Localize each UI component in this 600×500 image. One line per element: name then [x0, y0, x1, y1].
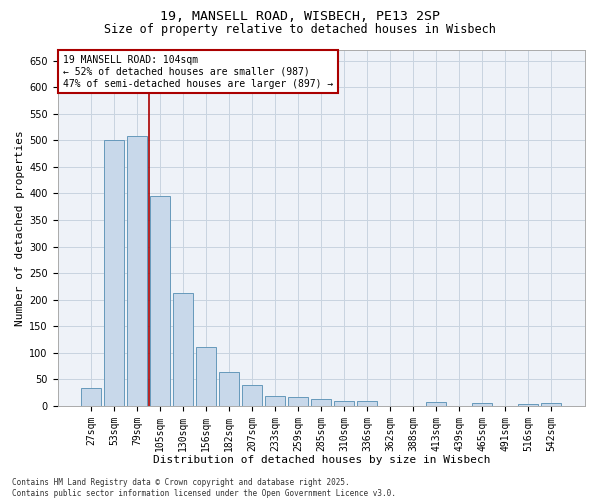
- Bar: [472, 403, 492, 406]
- Bar: [311, 399, 331, 406]
- Bar: [289, 397, 308, 406]
- Bar: [265, 396, 285, 406]
- Text: 19 MANSELL ROAD: 104sqm
← 52% of detached houses are smaller (987)
47% of semi-d: 19 MANSELL ROAD: 104sqm ← 52% of detache…: [63, 56, 333, 88]
- Bar: [127, 136, 147, 406]
- Bar: [196, 348, 216, 406]
- Text: Contains HM Land Registry data © Crown copyright and database right 2025.
Contai: Contains HM Land Registry data © Crown c…: [12, 478, 396, 498]
- Bar: [334, 400, 354, 406]
- Bar: [104, 140, 124, 406]
- Text: Size of property relative to detached houses in Wisbech: Size of property relative to detached ho…: [104, 22, 496, 36]
- Bar: [151, 196, 170, 406]
- Bar: [541, 403, 561, 406]
- Bar: [518, 404, 538, 406]
- Bar: [220, 372, 239, 406]
- Bar: [242, 384, 262, 406]
- Bar: [173, 292, 193, 406]
- Bar: [82, 388, 101, 406]
- Bar: [427, 402, 446, 406]
- Bar: [358, 401, 377, 406]
- Text: 19, MANSELL ROAD, WISBECH, PE13 2SP: 19, MANSELL ROAD, WISBECH, PE13 2SP: [160, 10, 440, 23]
- X-axis label: Distribution of detached houses by size in Wisbech: Distribution of detached houses by size …: [152, 455, 490, 465]
- Y-axis label: Number of detached properties: Number of detached properties: [15, 130, 25, 326]
